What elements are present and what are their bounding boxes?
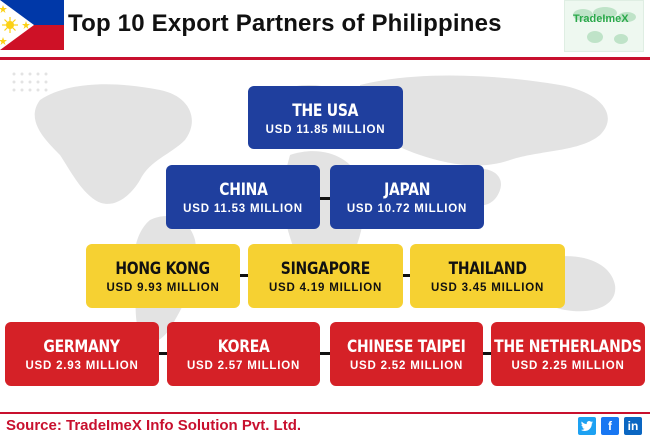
source-credit: Source: TradeImeX Info Solution Pvt. Ltd… — [6, 417, 302, 434]
company-logo[interactable]: TradeImeX — [564, 0, 644, 52]
partner-value: USD 2.52 MILLION — [349, 360, 464, 372]
partner-name: CHINA — [218, 180, 268, 200]
partner-value: USD 3.45 MILLION — [430, 282, 545, 294]
partner-name: HONG KONG — [115, 259, 211, 279]
partner-name: SINGAPORE — [280, 259, 371, 279]
page-title: Top 10 Export Partners of Philippines — [68, 10, 502, 37]
partner-card-chinese-taipei: CHINESE TAIPEI USD 2.52 MILLION — [330, 322, 483, 386]
partner-card-singapore: SINGAPORE USD 4.19 MILLION — [248, 244, 403, 308]
partner-card-the-netherlands: THE NETHERLANDS USD 2.25 MILLION — [491, 322, 645, 386]
linkedin-icon[interactable]: in — [624, 417, 642, 435]
partner-card-china: CHINA USD 11.53 MILLION — [166, 165, 320, 229]
partner-value: USD 2.57 MILLION — [186, 360, 301, 372]
partner-card-thailand: THAILAND USD 3.45 MILLION — [410, 244, 565, 308]
partner-value: USD 2.93 MILLION — [25, 360, 139, 372]
partner-name: KOREA — [217, 337, 270, 357]
connector-korea-taipei — [320, 352, 330, 355]
partner-value: USD 9.93 MILLION — [106, 282, 220, 294]
partner-name: THAILAND — [448, 259, 527, 279]
partner-card-japan: JAPAN USD 10.72 MILLION — [330, 165, 484, 229]
partner-value: USD 10.72 MILLION — [346, 203, 468, 215]
partner-value: USD 11.85 MILLION — [265, 123, 386, 136]
header-divider — [0, 57, 650, 60]
partner-name: CHINESE TAIPEI — [347, 337, 466, 357]
partner-name: JAPAN — [383, 180, 431, 200]
partner-value: USD 4.19 MILLION — [268, 282, 383, 294]
philippines-flag-icon — [0, 0, 64, 50]
twitter-icon[interactable] — [578, 417, 596, 435]
facebook-icon[interactable]: f — [601, 417, 619, 435]
connector-china-japan — [320, 197, 330, 200]
header: Top 10 Export Partners of Philippines Tr… — [0, 0, 650, 55]
partner-value: USD 11.53 MILLION — [183, 203, 303, 215]
partners-diagram: THE USA USD 11.85 MILLION CHINA USD 11.5… — [0, 60, 650, 412]
connector-hongkong-singapore — [240, 274, 248, 277]
partner-name: GERMANY — [43, 337, 121, 357]
logo-text: TradeImeX — [573, 13, 629, 25]
partner-card-germany: GERMANY USD 2.93 MILLION — [5, 322, 159, 386]
partner-value: USD 2.25 MILLION — [511, 360, 625, 372]
footer: Source: TradeImeX Info Solution Pvt. Ltd… — [0, 412, 650, 435]
connector-germany-korea — [159, 352, 167, 355]
partner-card-hong-kong: HONG KONG USD 9.93 MILLION — [86, 244, 240, 308]
partner-name: THE NETHERLANDS — [494, 337, 642, 357]
connector-singapore-thailand — [403, 274, 410, 277]
partner-card-usa: THE USA USD 11.85 MILLION — [248, 86, 403, 149]
partner-name: THE USA — [292, 100, 359, 121]
partner-card-korea: KOREA USD 2.57 MILLION — [167, 322, 320, 386]
connector-taipei-netherlands — [483, 352, 491, 355]
